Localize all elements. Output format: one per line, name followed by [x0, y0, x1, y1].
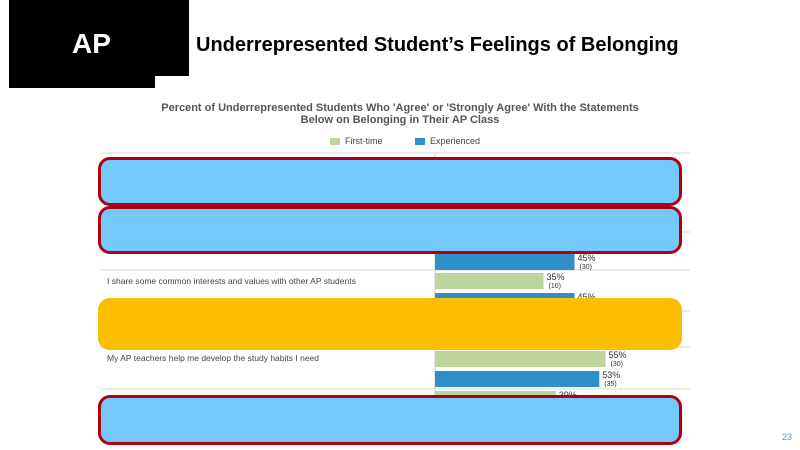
legend-label-first-time: First-time — [345, 136, 383, 146]
legend-item-first-time: First-time — [330, 136, 383, 146]
bar-1 — [435, 273, 544, 289]
bar-4 — [435, 371, 600, 387]
bar-n-label-1: (10) — [549, 283, 561, 290]
bar-n-label-0: (30) — [580, 264, 592, 271]
bar-value-label-0: 45% — [578, 253, 596, 263]
redaction-overlay-4 — [98, 395, 682, 445]
page-number: 23 — [782, 432, 793, 442]
legend-swatch-first-time — [330, 138, 340, 146]
bar-value-label-3: 55% — [609, 350, 627, 360]
slide-title: Underrepresented Student’s Feelings of B… — [196, 34, 679, 56]
legend-item-experienced: Experienced — [415, 136, 480, 146]
bar-0 — [435, 254, 575, 270]
bar-value-label-2: 45% — [578, 292, 596, 302]
bar-n-label-4: (35) — [604, 381, 616, 388]
ap-logo-text: AP — [72, 28, 111, 59]
redaction-overlay-1 — [98, 157, 682, 206]
ap-logo-box — [9, 0, 189, 76]
legend-swatch-experienced — [415, 138, 425, 146]
chart-title: Percent of Underrepresented Students Who… — [161, 102, 639, 126]
bar-value-label-4: 53% — [602, 370, 620, 380]
bar-n-label-3: (30) — [611, 361, 623, 368]
redaction-overlay-2 — [98, 206, 682, 254]
category-label-0: I share some common interests and values… — [107, 276, 356, 286]
category-label-1: My AP teachers help me develop the study… — [107, 353, 319, 363]
legend-label-experienced: Experienced — [430, 136, 481, 146]
ap-logo-tail — [9, 76, 155, 88]
bar-value-label-1: 35% — [547, 272, 565, 282]
redaction-overlay-3 — [98, 298, 682, 350]
bar-3 — [435, 351, 606, 367]
